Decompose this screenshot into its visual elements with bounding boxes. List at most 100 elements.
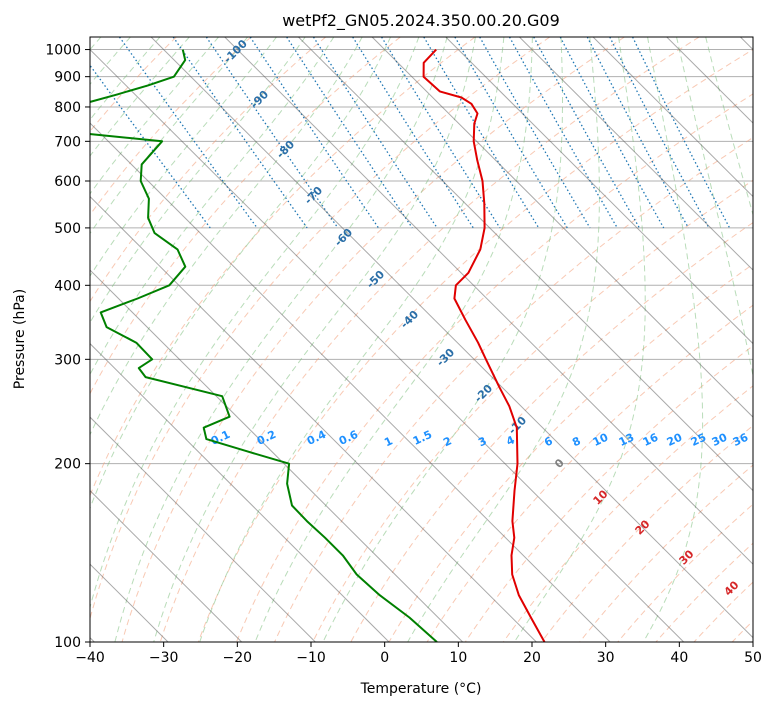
y-tick-label: 700 [54,134,81,150]
dry-adiabat [388,263,753,642]
mixing-ratio-label: 36 [731,431,751,449]
x-tick-label: −10 [296,650,326,666]
x-tick-label: 10 [449,650,467,666]
dry-adiabat [90,37,476,497]
mixing-ratio-label: 20 [665,431,685,449]
temperature-line [422,48,546,642]
moist-adiabat [90,37,363,436]
dry-adiabat [90,37,252,216]
moist-adiabat [90,37,219,195]
moist-adiabat [90,37,277,277]
isotherm [150,37,753,639]
mixing-ratio-label: 10 [591,431,611,449]
y-axis: 100 200 300 400 500 600 700 800 900 1000 [45,43,90,651]
dry-adiabat [617,503,753,642]
mixing-ratio-line [559,37,665,229]
dry-adiabat [235,93,753,642]
x-tick-label: −20 [223,650,253,666]
dry-adiabat [540,424,753,642]
x-tick-label: 50 [744,650,762,666]
mixing-ratio-line [249,37,380,229]
mixing-ratio-line [286,37,413,229]
dry-adiabat [312,179,753,642]
moist-adiabat [642,37,704,642]
isotherm [90,269,464,642]
isotherm [445,37,753,345]
moist-adiabat [705,37,753,217]
mixing-ratio-line [172,37,308,229]
y-tick-label: 500 [54,221,81,237]
y-tick-label: 300 [54,352,81,368]
plot-frame [89,36,754,643]
moist-adiabat [90,37,161,121]
moist-adiabat [407,37,600,642]
moist-adiabats [90,37,753,642]
isotherm [90,195,537,642]
dry-adiabat [121,37,625,642]
moist-adiabat [90,37,190,157]
dry-adiabat [350,222,753,642]
y-tick-label: 200 [54,457,81,473]
y-tick-label: 100 [54,635,81,651]
mixing-ratio-label: 13 [617,431,636,449]
mixing-ratio-line [381,37,501,229]
dry-adiabat [274,136,753,642]
x-tick-label: −30 [149,650,179,666]
mixing-ratio-line [632,37,731,229]
moist-adiabat [90,37,306,324]
moist-adiabat [254,37,533,642]
y-tick-label: 600 [54,174,81,190]
dry-adiabat [502,385,753,642]
mixing-ratio-line [533,37,640,229]
dry-adiabats [90,37,753,642]
y-tick-label: 400 [54,278,81,294]
dry-adiabat [90,37,401,395]
y-tick-label: 1000 [45,43,81,59]
mixing-ratio-label: 25 [689,431,708,449]
plot-background [90,37,753,642]
mixing-ratio-label: 30 [710,431,730,449]
dry-adiabat [90,37,551,621]
moist-adiabat [676,37,753,379]
moist-adiabat [90,37,335,376]
isotherm [90,416,316,642]
dry-adiabat [426,304,753,642]
dry-adiabat [197,48,753,642]
mixing-ratio-line [508,37,618,229]
moist-adiabat [114,37,448,642]
x-tick-label: 30 [597,650,615,666]
isotherm [90,48,685,642]
x-tick-label: −40 [75,650,105,666]
y-tick-label: 800 [54,100,81,116]
mixing-ratio-line [352,37,474,229]
chart-title: wetPf2_GN05.2024.350.00.20.G09 [282,11,560,31]
moist-adiabat [90,37,248,235]
isotherm [90,122,611,642]
x-tick-label: 0 [380,650,389,666]
x-axis: −40 −30 −20 −10 0 10 20 30 40 50 [75,642,762,666]
moist-adiabat [513,37,646,642]
y-axis-label: Pressure (hPa) [12,289,28,389]
mixing-ratio-line [90,64,211,229]
moist-adiabat [153,37,476,642]
isotherm [90,342,390,642]
isotherm [90,489,243,642]
mixing-ratio-line [312,37,438,229]
y-tick-label: 900 [54,70,81,86]
x-tick-label: 40 [670,650,688,666]
moist-adiabat [90,37,131,86]
moist-adiabat [90,37,420,610]
mixing-ratio-label: 16 [641,431,661,449]
x-tick-label: 20 [523,650,541,666]
isotherm [519,37,753,271]
isotherm [224,37,753,565]
dewpoint-line [90,49,438,642]
moist-adiabat [90,37,391,510]
mixing-ratio-lines [90,37,731,229]
isotherm [298,37,753,492]
x-axis-label: Temperature (°C) [360,681,482,697]
mixing-ratio-line [118,37,258,229]
moist-adiabat [322,37,563,642]
profile-series [90,48,546,642]
